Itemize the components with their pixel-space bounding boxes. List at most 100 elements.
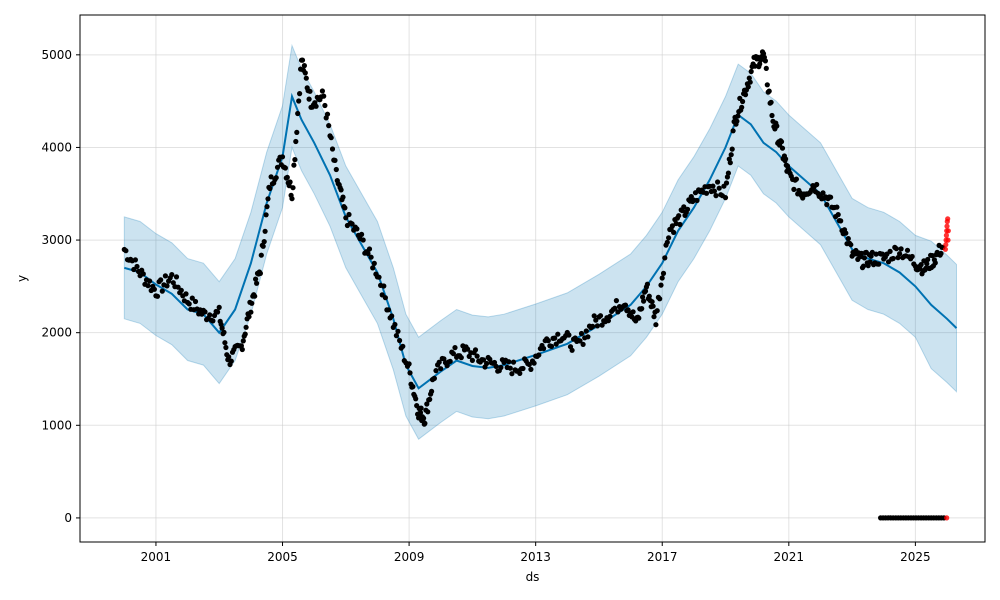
observed-point — [722, 195, 729, 201]
observed-point — [417, 410, 424, 416]
observed-point — [222, 340, 228, 346]
observed-point — [729, 146, 735, 152]
observed-point — [169, 272, 175, 278]
observed-point — [221, 329, 227, 335]
observed-point — [669, 223, 676, 229]
observed-point — [267, 185, 273, 192]
observed-point — [526, 361, 532, 368]
observed-point — [730, 128, 736, 134]
observed-point — [410, 384, 416, 390]
y-tick-label: 0 — [64, 511, 72, 525]
observed-point — [676, 213, 682, 219]
observed-point — [723, 180, 730, 186]
observed-point — [215, 309, 221, 315]
observed-point — [639, 306, 645, 312]
observed-point — [322, 102, 328, 109]
observed-point — [248, 309, 254, 315]
observed-point — [742, 92, 749, 98]
observed-point — [313, 103, 319, 109]
observed-point — [845, 236, 851, 242]
observed-point — [240, 338, 246, 344]
observed-point — [385, 307, 392, 313]
observed-point — [739, 104, 745, 110]
observed-point — [365, 250, 371, 257]
observed-point — [253, 276, 259, 282]
observed-point — [612, 305, 618, 311]
observed-point — [164, 283, 170, 289]
highlight-point — [942, 246, 949, 252]
observed-point — [366, 246, 373, 252]
observed-point — [447, 358, 453, 364]
observed-point — [338, 187, 344, 193]
observed-point — [465, 346, 471, 352]
observed-point — [725, 170, 732, 176]
observed-point — [219, 325, 225, 331]
observed-point — [658, 282, 664, 288]
observed-point — [349, 221, 355, 227]
observed-point — [441, 356, 447, 362]
observed-point — [395, 328, 401, 334]
observed-point — [666, 235, 672, 241]
observed-point — [429, 388, 435, 394]
observed-point — [147, 278, 153, 284]
observed-point — [397, 337, 403, 344]
observed-point — [292, 157, 298, 163]
observed-point — [641, 298, 647, 304]
observed-point — [657, 296, 663, 302]
highlight-point — [945, 216, 951, 222]
observed-point — [151, 286, 157, 292]
observed-point — [774, 123, 780, 129]
observed-point — [132, 257, 138, 263]
observed-point — [342, 205, 348, 211]
observed-point — [824, 202, 830, 208]
observed-point — [925, 256, 931, 263]
observed-point — [346, 211, 352, 218]
observed-point — [438, 366, 444, 372]
observed-point — [622, 302, 629, 308]
observed-point — [552, 335, 558, 341]
observed-point — [389, 313, 395, 319]
observed-point — [299, 57, 306, 63]
observed-point — [764, 82, 770, 88]
observed-point — [376, 274, 382, 280]
observed-point — [260, 243, 266, 249]
y-axis: 0 1000 2000 3000 4000 5000 — [41, 48, 80, 525]
observed-point — [649, 299, 655, 305]
observed-point — [834, 204, 840, 210]
observed-point — [359, 231, 365, 237]
observed-point — [644, 281, 651, 287]
observed-point — [294, 129, 300, 135]
observed-point — [474, 353, 480, 359]
observed-point — [653, 322, 659, 328]
observed-point — [728, 152, 734, 158]
observed-point — [909, 253, 915, 260]
observed-point — [507, 365, 513, 371]
observed-point — [848, 242, 854, 248]
observed-point — [768, 99, 774, 105]
observed-point — [597, 313, 604, 319]
x-tick-label: 2005 — [267, 550, 298, 564]
observed-point — [703, 190, 710, 196]
observed-point — [306, 96, 312, 102]
x-tick-label: 2021 — [774, 550, 805, 564]
observed-point — [646, 293, 652, 299]
observed-point — [140, 271, 146, 277]
observed-point — [307, 88, 313, 94]
observed-point — [183, 291, 189, 297]
observed-point — [289, 196, 295, 202]
observed-point — [938, 250, 944, 257]
observed-point — [324, 111, 331, 117]
observed-point — [711, 188, 718, 194]
highlight-point — [945, 228, 951, 234]
x-tick-label: 2001 — [141, 550, 172, 564]
observed-point — [242, 331, 248, 337]
observed-point — [296, 98, 302, 104]
x-axis-label: ds — [526, 570, 540, 584]
observed-point — [536, 352, 542, 358]
y-tick-label: 4000 — [41, 140, 72, 154]
y-tick-label: 5000 — [41, 48, 72, 62]
observed-point — [246, 314, 252, 320]
observed-point — [392, 321, 398, 328]
observed-point — [192, 298, 199, 305]
observed-point — [123, 248, 129, 254]
